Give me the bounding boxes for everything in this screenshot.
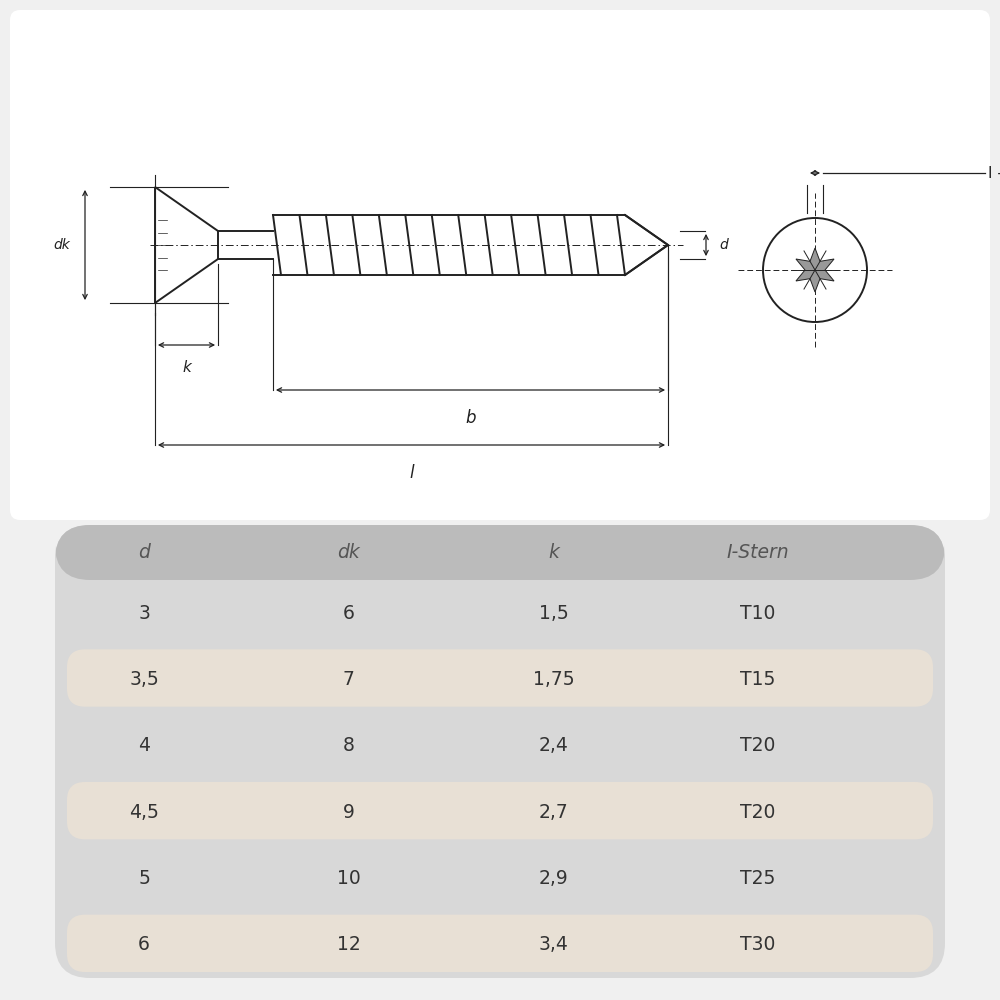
Text: 2,4: 2,4 <box>538 736 568 755</box>
Text: T10: T10 <box>740 604 776 623</box>
Text: dk: dk <box>54 238 70 252</box>
Polygon shape <box>273 215 625 275</box>
Text: 5: 5 <box>138 869 150 888</box>
FancyBboxPatch shape <box>55 525 945 580</box>
Text: d: d <box>720 238 728 252</box>
FancyBboxPatch shape <box>67 782 933 839</box>
Text: 1,5: 1,5 <box>539 604 568 623</box>
Text: T30: T30 <box>740 935 776 954</box>
Text: 10: 10 <box>337 869 361 888</box>
Text: 1,75: 1,75 <box>533 670 574 689</box>
Polygon shape <box>155 187 218 303</box>
Text: 3,5: 3,5 <box>129 670 159 689</box>
Text: 4,5: 4,5 <box>129 803 159 822</box>
FancyBboxPatch shape <box>67 915 933 972</box>
Text: k: k <box>548 543 559 562</box>
Text: b: b <box>465 409 476 427</box>
Text: I – Stern: I – Stern <box>988 165 1000 180</box>
Text: 9: 9 <box>343 803 355 822</box>
Text: l: l <box>409 464 414 482</box>
FancyBboxPatch shape <box>10 10 990 520</box>
Text: 6: 6 <box>343 604 355 623</box>
FancyBboxPatch shape <box>55 525 945 978</box>
Text: T20: T20 <box>740 803 776 822</box>
Polygon shape <box>796 248 834 292</box>
Circle shape <box>763 218 867 322</box>
Text: T25: T25 <box>740 869 776 888</box>
Text: 2,9: 2,9 <box>539 869 568 888</box>
Text: T15: T15 <box>740 670 776 689</box>
Text: 4: 4 <box>138 736 150 755</box>
Text: 12: 12 <box>337 935 361 954</box>
FancyBboxPatch shape <box>67 649 933 707</box>
Text: k: k <box>183 360 191 375</box>
Text: 8: 8 <box>343 736 355 755</box>
Text: 2,7: 2,7 <box>539 803 568 822</box>
Text: 6: 6 <box>138 935 150 954</box>
Polygon shape <box>625 215 668 275</box>
Text: I-Stern: I-Stern <box>727 543 789 562</box>
Text: 3: 3 <box>138 604 150 623</box>
Text: dk: dk <box>337 543 360 562</box>
Text: d: d <box>138 543 150 562</box>
Text: 7: 7 <box>343 670 355 689</box>
Text: 3,4: 3,4 <box>538 935 568 954</box>
Polygon shape <box>218 231 273 259</box>
Text: T20: T20 <box>740 736 776 755</box>
